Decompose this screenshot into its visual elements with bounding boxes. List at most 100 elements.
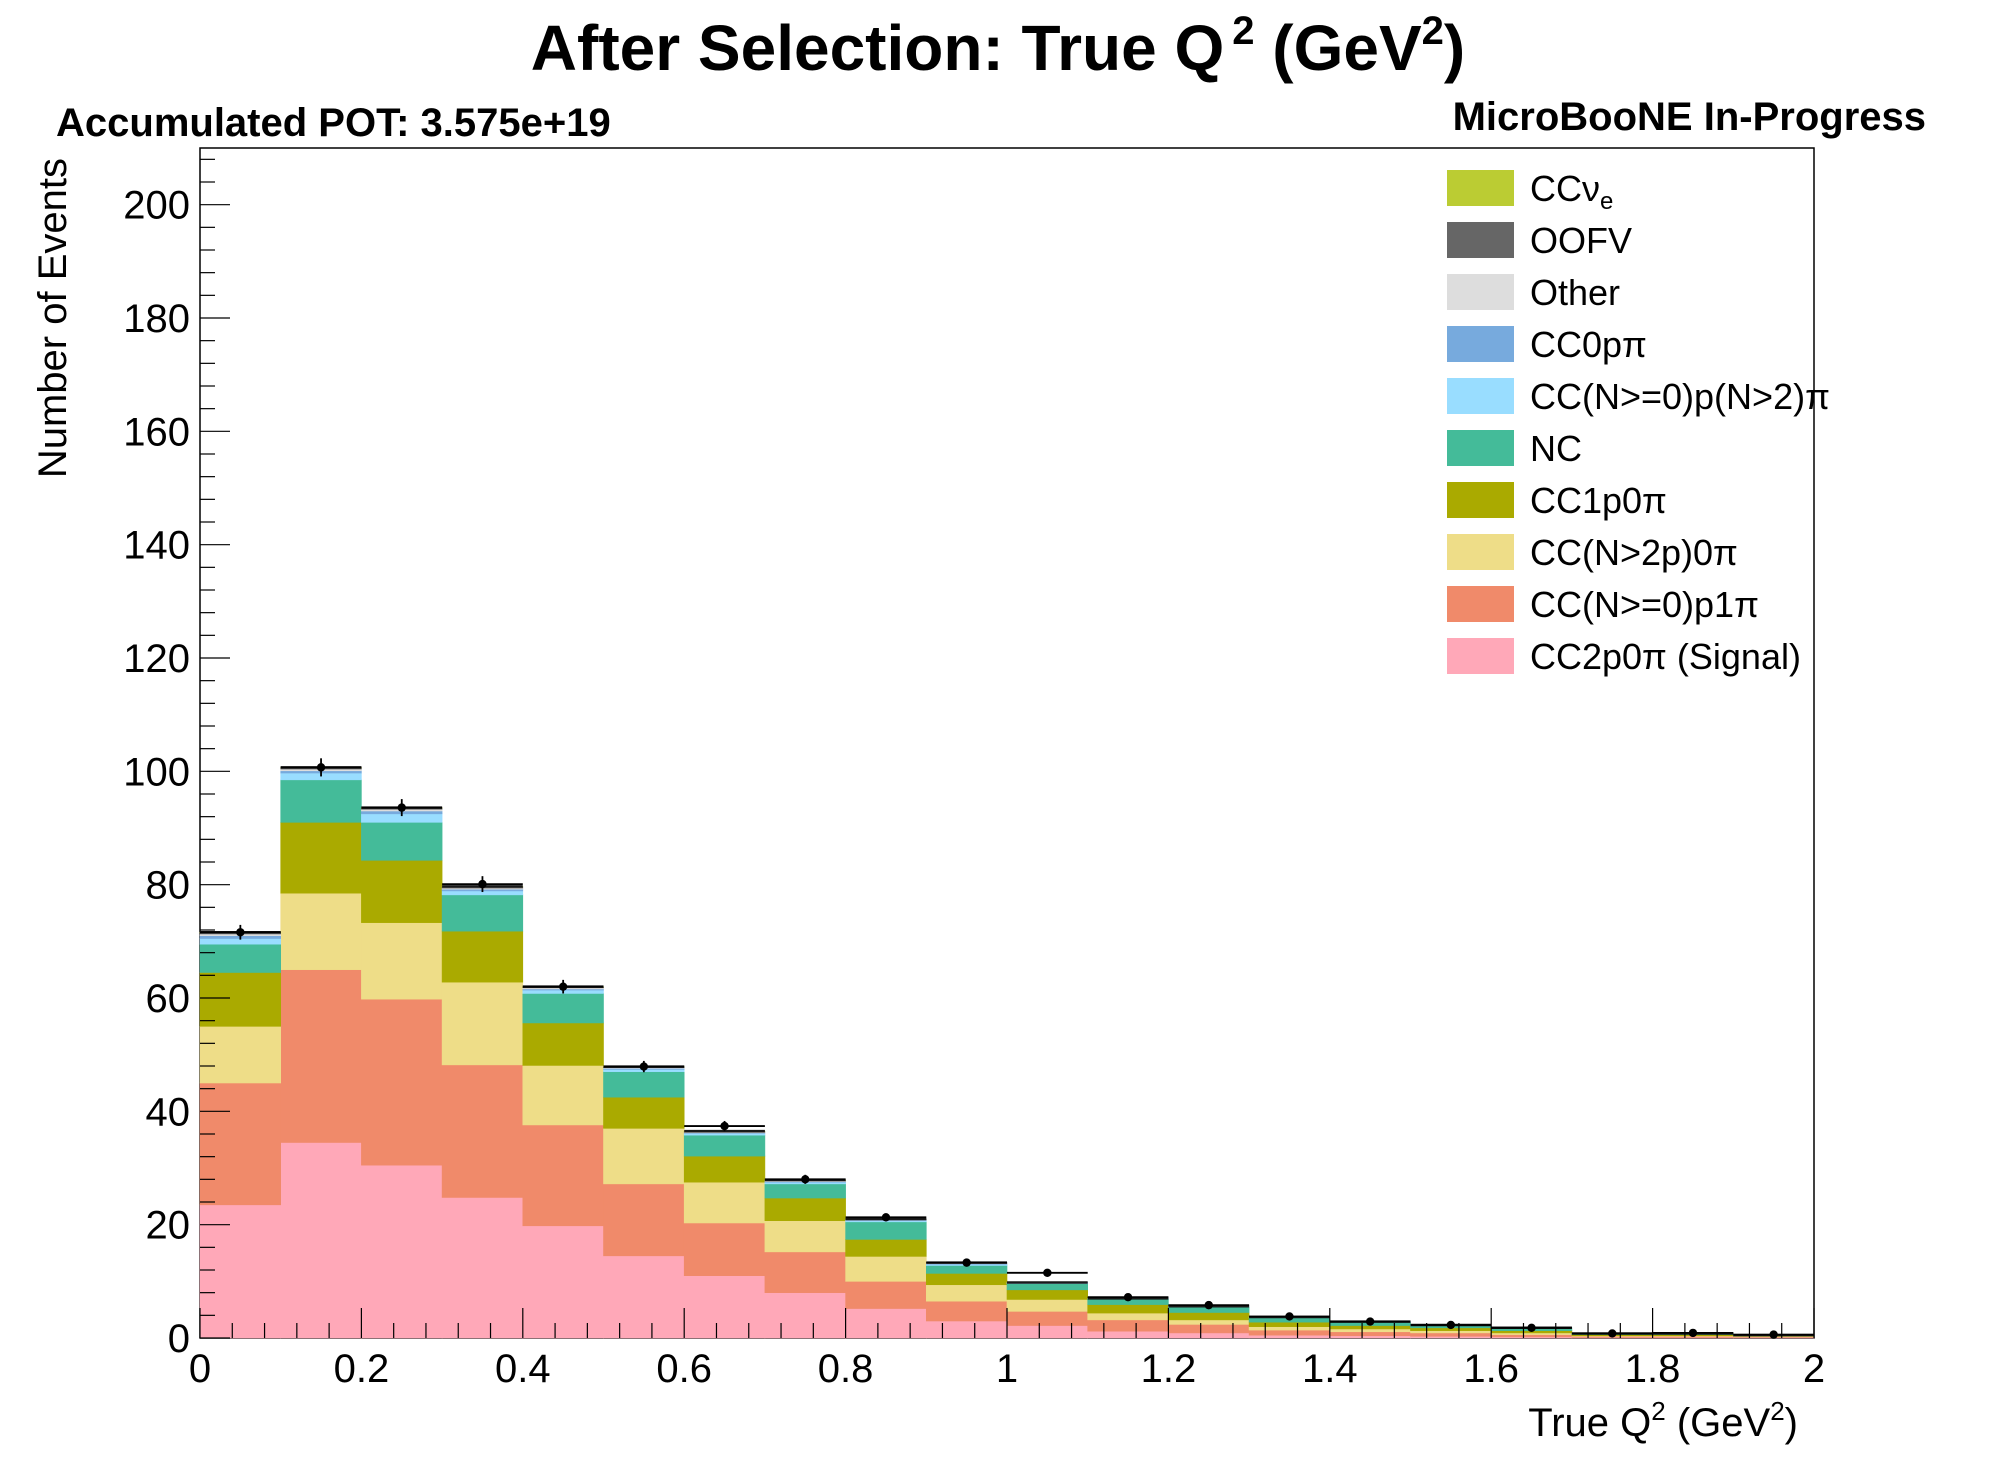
bar-segment bbox=[280, 969, 362, 1143]
data-points bbox=[200, 758, 1814, 1339]
legend-label: NC bbox=[1530, 428, 1582, 469]
legend-swatch bbox=[1447, 586, 1514, 622]
bar-segment bbox=[280, 892, 362, 970]
y-tick-label: 40 bbox=[146, 1090, 191, 1134]
x-tick-label: 2 bbox=[1803, 1347, 1825, 1391]
bar-segment bbox=[280, 1142, 362, 1339]
legend-label: CC1p0π bbox=[1530, 480, 1667, 521]
bar-segment bbox=[1248, 1334, 1331, 1339]
y-tick-label: 80 bbox=[146, 864, 191, 908]
data-point bbox=[639, 1062, 649, 1071]
bar-segment bbox=[1087, 1330, 1169, 1339]
bar-segment bbox=[764, 1197, 846, 1221]
bar-segment bbox=[1006, 1311, 1088, 1326]
legend-swatch bbox=[1447, 170, 1514, 206]
legend: CCνe OOFV Other CC0pπ CC(N>=0)p(N>2)π NC CC1p0… bbox=[1447, 168, 1830, 677]
bar-segment bbox=[764, 1183, 846, 1199]
x-tick-label: 1 bbox=[996, 1347, 1018, 1391]
x-axis-label-main: True Q bbox=[1528, 1401, 1651, 1445]
title-superscript-gev: 2 bbox=[1422, 9, 1444, 53]
x-axis-label: True Q2 (GeV2) bbox=[1528, 1396, 1798, 1445]
bar-segment bbox=[1087, 1304, 1169, 1314]
bar-segment bbox=[441, 1064, 524, 1198]
x-tick-label: 0.4 bbox=[495, 1347, 551, 1391]
legend-swatch bbox=[1447, 638, 1514, 674]
bar-segment bbox=[764, 1292, 846, 1339]
data-point bbox=[397, 803, 406, 812]
bar-segment bbox=[1410, 1332, 1492, 1337]
legend-label: CC0pπ bbox=[1530, 324, 1647, 365]
legend-swatch bbox=[1447, 222, 1514, 258]
bar-segment bbox=[1329, 1331, 1411, 1337]
bar-segment bbox=[1168, 1332, 1250, 1339]
bar-segment bbox=[361, 998, 443, 1166]
bar-segment bbox=[1248, 1329, 1331, 1336]
bar-segment bbox=[1490, 1334, 1573, 1338]
bar-segment bbox=[925, 1320, 1008, 1339]
data-point bbox=[1527, 1323, 1536, 1333]
bar-segment bbox=[522, 1124, 604, 1227]
bar-segment bbox=[1168, 1319, 1250, 1325]
bar-segment bbox=[683, 1155, 766, 1183]
data-point bbox=[801, 1175, 810, 1184]
y-tick-label: 20 bbox=[146, 1204, 191, 1248]
data-point bbox=[558, 982, 568, 991]
legend-label: OOFV bbox=[1530, 220, 1632, 261]
bar-segment bbox=[522, 1022, 604, 1066]
bar-segment bbox=[441, 894, 524, 932]
bar-segment bbox=[845, 1221, 927, 1240]
bar-segment bbox=[845, 1239, 927, 1257]
y-tick-label: 180 bbox=[123, 297, 190, 341]
data-point bbox=[1043, 1268, 1052, 1278]
pot-label: Accumulated POT: 3.575e+19 bbox=[56, 101, 611, 145]
bar-segment bbox=[764, 1251, 846, 1293]
bar-segment bbox=[1248, 1321, 1331, 1327]
bar-segment bbox=[441, 981, 524, 1066]
bar-segment bbox=[522, 1225, 604, 1339]
data-point bbox=[1365, 1317, 1375, 1326]
bar-segment bbox=[441, 1197, 524, 1339]
bar-segment bbox=[522, 993, 604, 1024]
bar-segment bbox=[845, 1281, 927, 1309]
data-point bbox=[1204, 1300, 1213, 1310]
bar-segment bbox=[361, 859, 443, 923]
y-tick-label: 60 bbox=[146, 977, 191, 1021]
x-axis-label-unit-open: (GeV bbox=[1666, 1401, 1771, 1445]
bar-segment bbox=[764, 1220, 846, 1253]
bar-segment bbox=[1329, 1335, 1411, 1339]
bar-segment bbox=[683, 1222, 766, 1276]
bar-segment bbox=[603, 1255, 685, 1339]
y-tick-label: 100 bbox=[123, 750, 190, 794]
data-point bbox=[881, 1213, 891, 1222]
bar-segment bbox=[925, 1284, 1008, 1302]
title-superscript-q: 2 bbox=[1232, 9, 1254, 53]
bar-segment bbox=[1087, 1312, 1169, 1321]
title-main: After Selection: True Q bbox=[531, 12, 1224, 84]
bar-segment bbox=[603, 1128, 685, 1185]
bar-segment bbox=[199, 972, 281, 1027]
data-point bbox=[1608, 1329, 1617, 1338]
data-point bbox=[236, 928, 245, 937]
data-point bbox=[316, 763, 326, 772]
bar-segment bbox=[925, 1300, 1008, 1322]
legend-swatch bbox=[1447, 482, 1514, 518]
data-point bbox=[1123, 1293, 1133, 1302]
bar-segment bbox=[845, 1308, 927, 1339]
bar-segment bbox=[1006, 1325, 1088, 1339]
legend-label: CC(N>=0)p(N>2)π bbox=[1530, 376, 1830, 417]
bar-segment bbox=[1006, 1289, 1088, 1300]
legend-label: CCνe bbox=[1530, 168, 1613, 215]
x-axis-label-unit-close: ) bbox=[1785, 1401, 1798, 1445]
bar-segment bbox=[603, 1071, 685, 1098]
legend-swatch bbox=[1447, 274, 1514, 310]
bar-segment bbox=[199, 943, 281, 973]
x-tick-label: 0.8 bbox=[818, 1347, 874, 1391]
x-tick-label: 0.6 bbox=[656, 1347, 712, 1391]
bar-segment bbox=[683, 1134, 766, 1157]
bar-segment bbox=[199, 1082, 281, 1206]
bar-segment bbox=[361, 822, 443, 861]
bar-segment bbox=[1087, 1319, 1169, 1332]
legend-label: CC(N>=0)p1π bbox=[1530, 584, 1759, 625]
